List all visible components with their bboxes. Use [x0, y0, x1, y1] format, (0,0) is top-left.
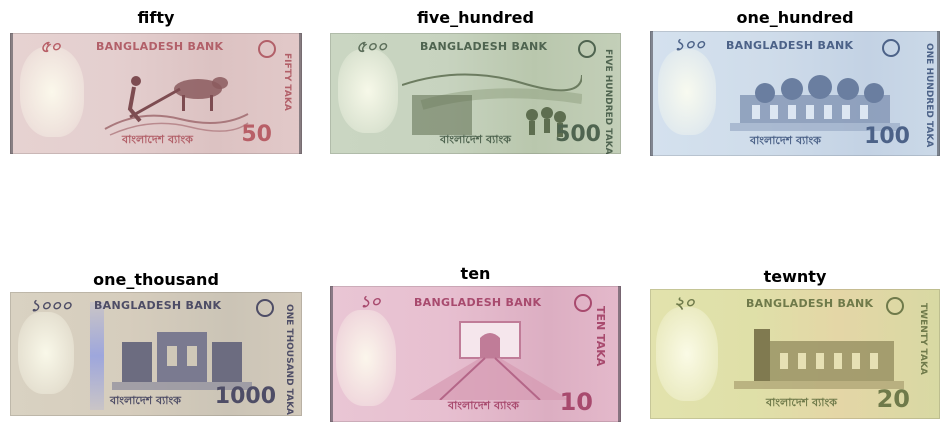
panel-title: one_thousand: [93, 270, 219, 289]
historic-mosque-illustration: [734, 329, 904, 389]
note-value-number: 500: [555, 122, 601, 147]
bank-seal-icon: [258, 40, 276, 58]
bank-seal-icon: [886, 297, 904, 315]
panel-title: tewnty: [763, 267, 827, 286]
note-side-text: FIVE HUNDRED TAKA: [603, 49, 613, 154]
note-bank-name: BANGLADESH BANK: [96, 40, 224, 53]
banknote-image: ১০০ BANGLADESH BANK ONE HUNDRED TAKA 100…: [650, 31, 940, 156]
note-value-number: 1000: [214, 384, 276, 409]
image-panel-fifty: fifty ৫০ BANGLADESH BANK FIFTY TAKA 50 ব…: [10, 0, 302, 160]
note-bottom-script: বাংলাদেশ ব্যাংক: [766, 396, 837, 409]
parliament-building-illustration: [112, 332, 252, 390]
panel-title: one_hundred: [736, 8, 854, 27]
bank-seal-icon: [574, 294, 592, 312]
note-top-value: ৫০০: [356, 37, 388, 56]
note-top-value: ৫০: [40, 37, 61, 56]
note-value-number: 20: [876, 385, 910, 413]
image-panel-one-thousand: one_thousand ১০০০ BANGLADESH BANK ONE TH…: [10, 262, 302, 433]
note-value-number: 100: [864, 124, 910, 149]
note-bank-name: BANGLADESH BANK: [94, 299, 222, 312]
note-side-text: TWENTY TAKA: [918, 303, 928, 375]
note-bank-name: BANGLADESH BANK: [726, 39, 854, 52]
note-side-text: ONE HUNDRED TAKA: [924, 43, 934, 148]
note-bottom-script: বাংলাদেশ ব্যাংক: [110, 394, 181, 407]
note-bank-name: BANGLADESH BANK: [414, 296, 542, 309]
bank-seal-icon: [882, 39, 900, 57]
plowing-scene-illustration: [104, 76, 249, 136]
note-value-number: 50: [241, 122, 272, 147]
banknote-image: ২০ BANGLADESH BANK TWENTY TAKA 20 বাংলাদ…: [650, 289, 940, 419]
panel-title: ten: [460, 264, 491, 283]
note-bottom-script: বাংলাদেশ ব্যাংক: [440, 133, 511, 146]
farmland-scene-illustration: [402, 73, 582, 137]
panel-title: five_hundred: [417, 8, 534, 27]
note-value-number: 10: [559, 388, 593, 416]
image-panel-one-hundred: one_hundred ১০০ BANGLADESH BANK ONE HUND…: [650, 0, 940, 160]
note-side-text: TEN TAKA: [594, 306, 607, 367]
note-bank-name: BANGLADESH BANK: [746, 297, 874, 310]
image-panel-five-hundred: five_hundred ৫০০ BANGLADESH BANK FIVE HU…: [330, 0, 621, 160]
note-bottom-script: বাংলাদেশ ব্যাংক: [750, 134, 821, 147]
note-side-text: FIFTY TAKA: [282, 53, 292, 111]
panel-title: fifty: [137, 8, 175, 27]
banknote-image: ৫০ BANGLADESH BANK FIFTY TAKA 50 বাংলাদে…: [10, 33, 302, 154]
banknote-image: ৫০০ BANGLADESH BANK FIVE HUNDRED TAKA 50…: [330, 33, 621, 154]
note-top-value: ১০০০: [30, 296, 72, 315]
note-bottom-script: বাংলাদেশ ব্যাংক: [122, 133, 193, 146]
note-top-value: ১০: [360, 292, 381, 311]
monument-illustration: [410, 321, 570, 400]
image-panel-tewnty: tewnty ২০ BANGLADESH BANK TWENTY TAKA 20…: [650, 262, 940, 433]
note-side-text: ONE THOUSAND TAKA: [284, 304, 294, 416]
note-top-value: ১০০: [674, 35, 706, 54]
banknote-image: ১০০০ BANGLADESH BANK ONE THOUSAND TAKA 1…: [10, 292, 302, 416]
note-bottom-script: বাংলাদেশ ব্যাংক: [448, 399, 519, 412]
bank-seal-icon: [578, 40, 596, 58]
banknote-image: ১০ BANGLADESH BANK TEN TAKA 10 বাংলাদেশ …: [330, 286, 621, 422]
note-bank-name: BANGLADESH BANK: [420, 40, 548, 53]
security-thread: [90, 302, 104, 410]
bank-seal-icon: [256, 299, 274, 317]
image-panel-ten: ten ১০ BANGLADESH BANK TEN TAKA 10 বাংলা…: [330, 262, 621, 433]
mosque-illustration: [730, 75, 900, 131]
note-top-value: ২০: [674, 293, 695, 312]
